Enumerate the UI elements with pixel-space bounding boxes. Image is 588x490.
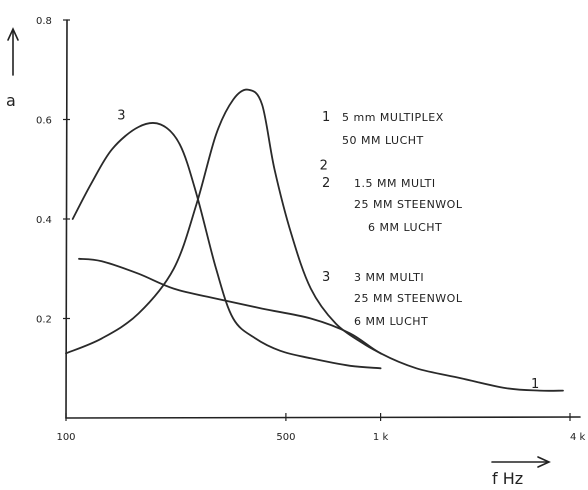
y-tick-label: 0.6 [36, 116, 52, 127]
legend-line: 1.5 MM MULTI [354, 177, 436, 190]
y-axis-title: a [6, 91, 16, 110]
curves [65, 88, 564, 392]
legend-line: 50 MM LUCHT [342, 134, 424, 147]
legend-line: 5 mm MULTIPLEX [342, 111, 444, 124]
x-tick-label: 100 [56, 432, 75, 443]
curve-label-2: 2 [320, 158, 328, 173]
y-axis-arrow [7, 27, 19, 76]
curve-series-2 [65, 88, 382, 355]
y-ticks: 0.2 0.4 0.6 0.8 [36, 16, 70, 326]
legend-entry-2: 2 1.5 MM MULTI 25 MM STEENWOL 6 MM LUCHT [322, 176, 463, 234]
curve-series-1 [78, 257, 564, 392]
legend-line: 25 MM STEENWOL [354, 198, 463, 211]
curve-labels: 1 2 3 [117, 109, 539, 393]
x-tick-label: 1 k [373, 432, 389, 443]
legend-line: 6 MM LUCHT [354, 315, 428, 328]
legend-entry-3: 3 3 MM MULTI 25 MM STEENWOL 6 MM LUCHT [322, 270, 463, 328]
curve-series-3 [71, 122, 382, 370]
x-axis-arrow [491, 456, 551, 468]
x-tick-label: 4 k [570, 432, 586, 443]
x-axis [65, 416, 581, 419]
curve-label-3: 3 [117, 109, 125, 124]
legend-number-1: 1 [322, 110, 330, 125]
legend: 1 5 mm MULTIPLEX 50 MM LUCHT 2 1.5 MM MU… [322, 110, 463, 328]
legend-number-3: 3 [322, 270, 330, 285]
y-tick-label: 0.8 [36, 16, 52, 27]
y-tick-label: 0.2 [36, 315, 52, 326]
x-ticks: 100 500 1 k 4 k [56, 413, 586, 443]
legend-line: 25 MM STEENWOL [354, 292, 463, 305]
x-axis-title: f Hz [492, 469, 523, 488]
axes [65, 19, 581, 419]
legend-entry-1: 1 5 mm MULTIPLEX 50 MM LUCHT [322, 110, 444, 147]
legend-line: 3 MM MULTI [354, 271, 424, 284]
legend-number-2: 2 [322, 176, 330, 191]
curve-label-1: 1 [531, 377, 539, 392]
legend-line: 6 MM LUCHT [368, 221, 442, 234]
x-tick-label: 500 [276, 432, 295, 443]
y-tick-label: 0.4 [36, 215, 52, 226]
